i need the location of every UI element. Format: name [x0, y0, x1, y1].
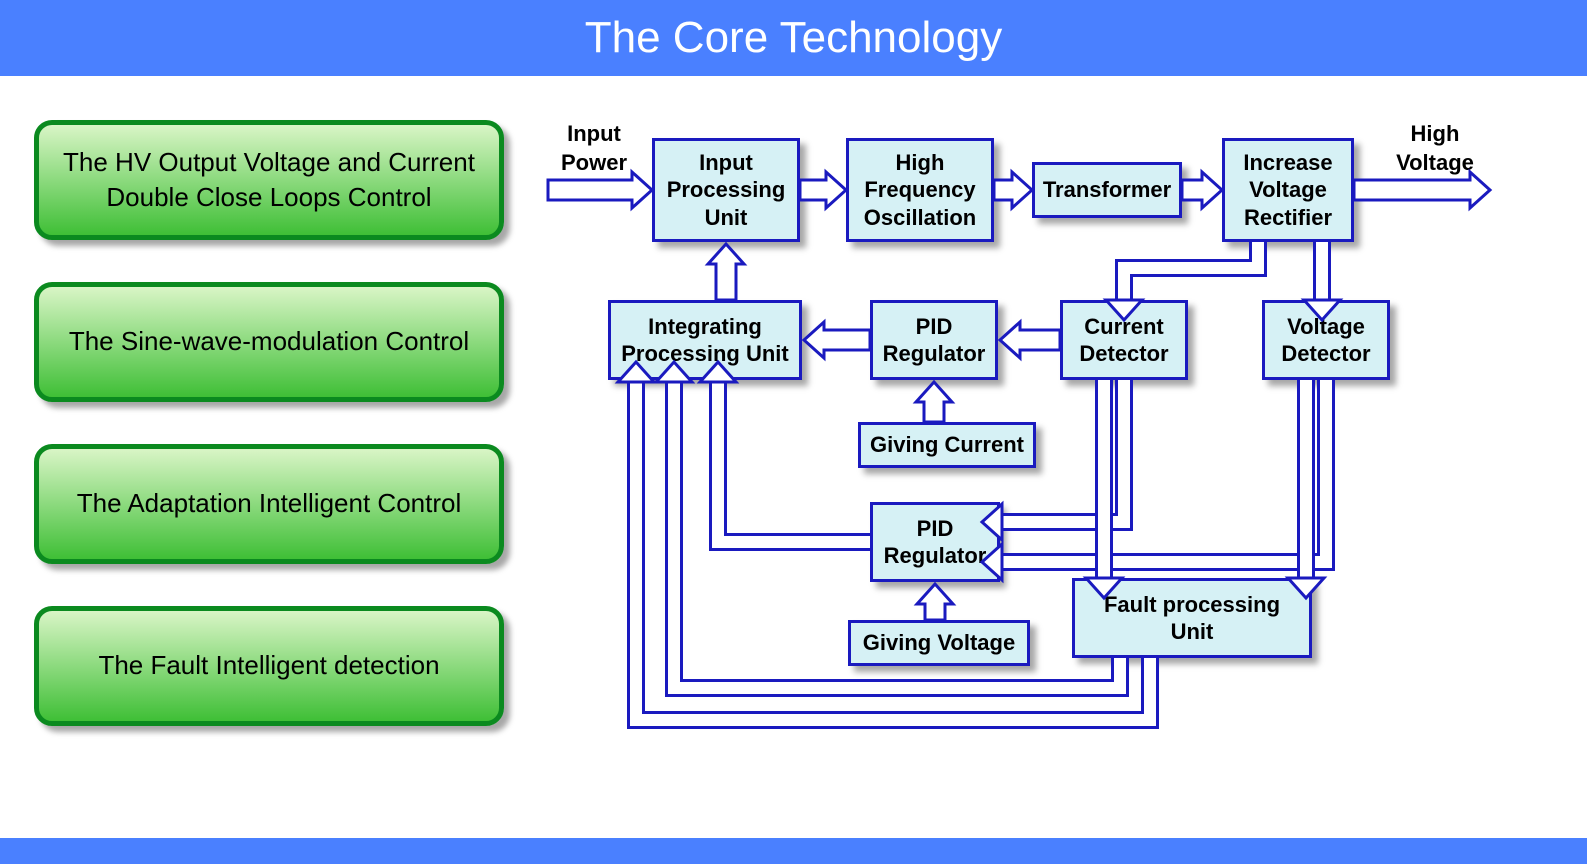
io-label-outvol: High Voltage	[1380, 120, 1490, 177]
io-label-inpow: Input Power	[544, 120, 644, 177]
node-vol_det: Voltage Detector	[1262, 300, 1390, 380]
node-pid1: PID Regulator	[870, 300, 998, 380]
node-pid2: PID Regulator	[870, 502, 1000, 582]
feature-card-label: The Adaptation Intelligent Control	[77, 486, 461, 521]
feature-card-2: The Adaptation Intelligent Control	[34, 444, 504, 564]
flow-connector	[718, 382, 870, 542]
flow-arrow	[708, 244, 744, 300]
node-label: PID Regulator	[881, 515, 989, 570]
flow-arrow	[917, 584, 953, 620]
feature-card-3: The Fault Intelligent detection	[34, 606, 504, 726]
node-transformer: Transformer	[1032, 162, 1182, 218]
footer-bar	[0, 838, 1587, 864]
feature-card-label: The HV Output Voltage and Current Double…	[57, 145, 481, 215]
node-label: Giving Current	[870, 431, 1024, 459]
io-label-text: Input Power	[561, 121, 627, 175]
flow-connector	[1124, 242, 1258, 300]
node-input_proc: Input Processing Unit	[652, 138, 800, 242]
node-integ: Integrating Processing Unit	[608, 300, 802, 380]
flow-arrow	[916, 382, 952, 422]
flow-arrow	[800, 172, 846, 208]
page-title-bar: The Core Technology	[0, 0, 1587, 76]
node-giv_vol: Giving Voltage	[848, 620, 1030, 666]
node-label: Input Processing Unit	[663, 149, 789, 232]
node-label: Transformer	[1043, 176, 1171, 204]
feature-card-label: The Sine-wave-modulation Control	[69, 324, 469, 359]
node-fault: Fault processing Unit	[1072, 578, 1312, 658]
flow-arrow	[1354, 172, 1490, 208]
flow-arrow	[804, 322, 870, 358]
node-label: Giving Voltage	[863, 629, 1015, 657]
flow-arrow	[994, 172, 1032, 208]
flow-connector	[1002, 380, 1326, 562]
node-cur_det: Current Detector	[1060, 300, 1188, 380]
node-rectifier: Increase Voltage Rectifier	[1222, 138, 1354, 242]
node-label: Increase Voltage Rectifier	[1233, 149, 1343, 232]
flow-arrow	[548, 172, 652, 208]
node-hfo: High Frequency Oscillation	[846, 138, 994, 242]
io-label-text: High Voltage	[1396, 121, 1474, 175]
node-label: Voltage Detector	[1273, 313, 1379, 368]
page-title: The Core Technology	[585, 13, 1002, 62]
flow-arrow	[1000, 322, 1060, 358]
node-label: Current Detector	[1071, 313, 1177, 368]
node-label: PID Regulator	[881, 313, 987, 368]
feature-card-label: The Fault Intelligent detection	[98, 648, 439, 683]
flow-arrow	[1182, 172, 1222, 208]
node-label: High Frequency Oscillation	[857, 149, 983, 232]
node-label: Fault processing Unit	[1083, 591, 1301, 646]
feature-card-1: The Sine-wave-modulation Control	[34, 282, 504, 402]
feature-card-0: The HV Output Voltage and Current Double…	[34, 120, 504, 240]
node-giv_cur: Giving Current	[858, 422, 1036, 468]
node-label: Integrating Processing Unit	[619, 313, 791, 368]
